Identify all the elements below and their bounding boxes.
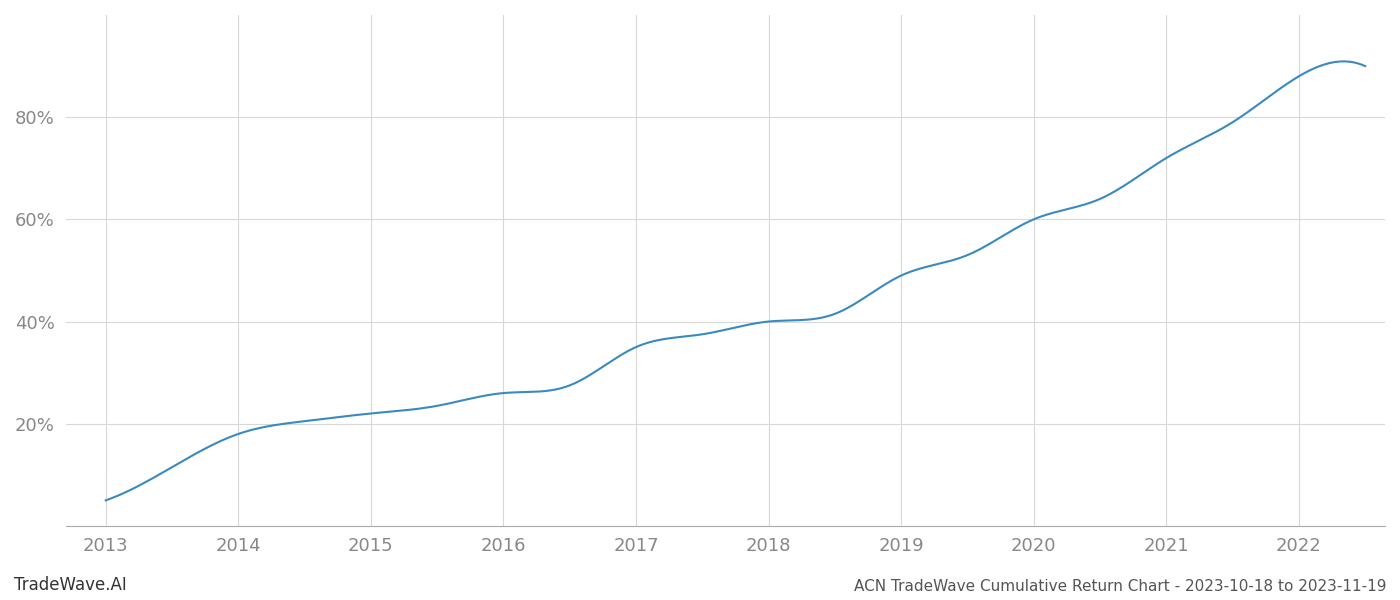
Text: ACN TradeWave Cumulative Return Chart - 2023-10-18 to 2023-11-19: ACN TradeWave Cumulative Return Chart - … [854,579,1386,594]
Text: TradeWave.AI: TradeWave.AI [14,576,127,594]
